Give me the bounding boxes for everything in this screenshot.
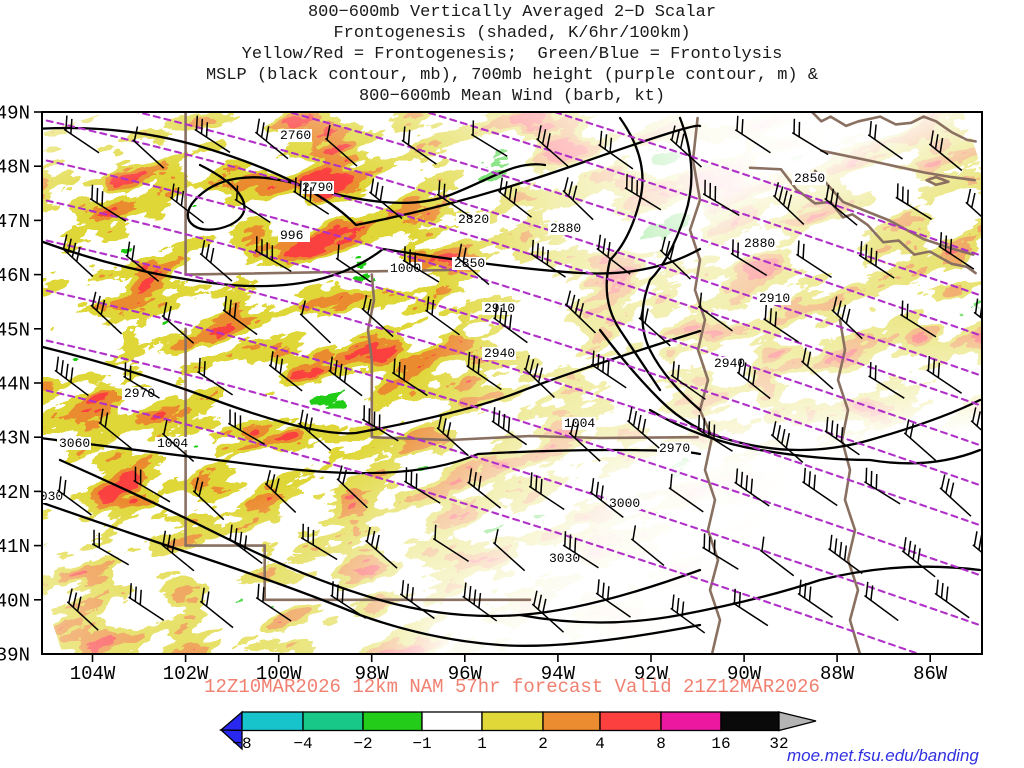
svg-text:2970: 2970 [659,441,690,456]
svg-text:−2: −2 [353,735,372,753]
svg-text:2790: 2790 [302,180,333,195]
svg-text:2880: 2880 [550,221,581,236]
svg-text:2850: 2850 [794,171,825,186]
svg-text:104W: 104W [70,663,116,685]
svg-text:2880: 2880 [744,236,775,251]
svg-text:102W: 102W [163,663,209,685]
svg-text:45N: 45N [0,319,30,341]
svg-text:−8: −8 [232,735,251,753]
svg-text:−4: −4 [293,735,312,753]
svg-text:2820: 2820 [458,212,489,227]
svg-text:2910: 2910 [759,291,790,306]
svg-text:48N: 48N [0,157,30,179]
svg-text:moe.met.fsu.edu/banding: moe.met.fsu.edu/banding [787,746,979,765]
svg-text:2: 2 [538,735,548,753]
svg-text:40N: 40N [0,590,30,612]
svg-text:88W: 88W [820,663,855,685]
svg-text:4: 4 [595,735,605,753]
svg-text:46N: 46N [0,265,30,287]
svg-text:2910: 2910 [484,301,515,316]
svg-text:43N: 43N [0,428,30,450]
svg-text:1004: 1004 [564,416,595,431]
svg-text:2760: 2760 [280,128,311,143]
svg-text:8: 8 [656,735,666,753]
svg-text:32: 32 [769,735,788,753]
svg-text:42N: 42N [0,482,30,504]
svg-text:86W: 86W [913,663,948,685]
svg-text:2940: 2940 [484,346,515,361]
svg-text:47N: 47N [0,211,30,233]
svg-text:16: 16 [711,735,730,753]
svg-text:3060: 3060 [59,436,90,451]
svg-text:996: 996 [280,228,303,243]
svg-text:44N: 44N [0,374,30,396]
svg-text:3000: 3000 [609,496,640,511]
svg-text:39N: 39N [0,645,30,667]
svg-text:12Z10MAR2026 12km NAM 57hr for: 12Z10MAR2026 12km NAM 57hr forecast Vali… [204,676,820,698]
svg-text:41N: 41N [0,536,30,558]
svg-text:1: 1 [477,735,487,753]
svg-text:−1: −1 [412,735,431,753]
